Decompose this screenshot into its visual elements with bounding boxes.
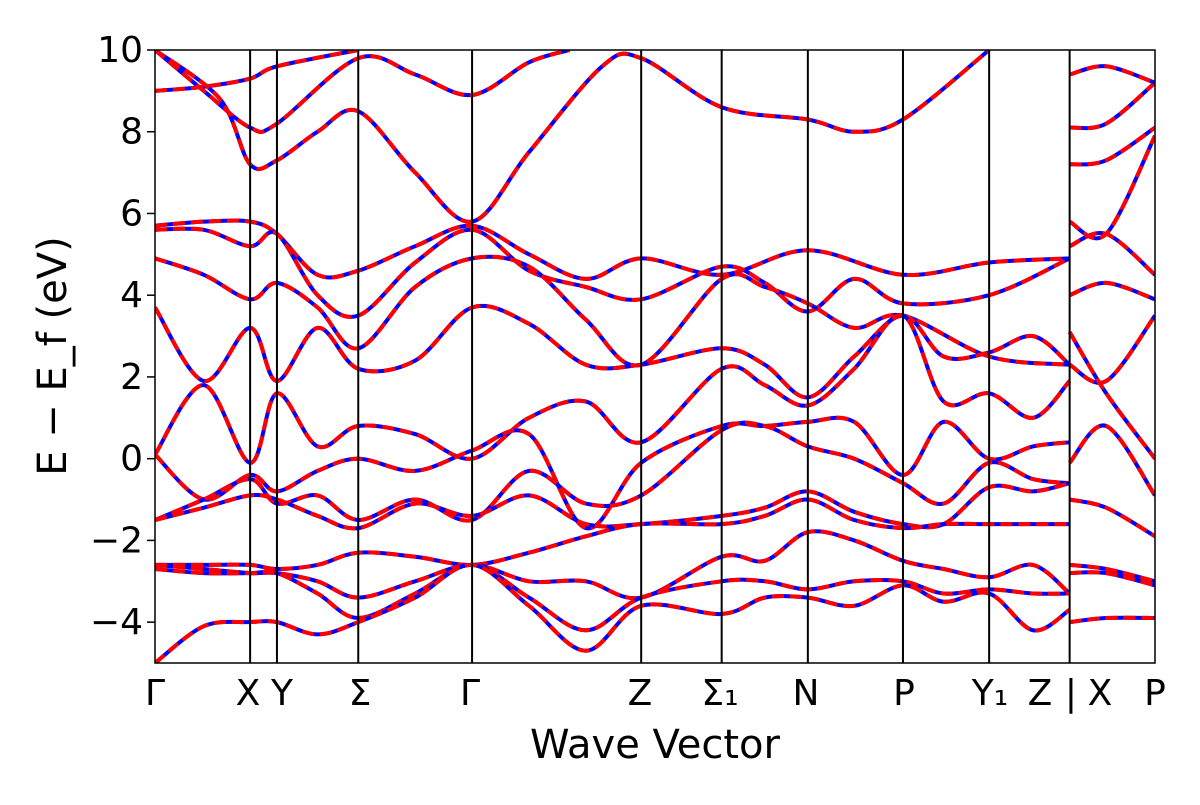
kpoint-label: Σ: [349, 673, 372, 714]
kpoint-label: |: [1065, 673, 1077, 714]
y-tick-label: 8: [120, 112, 143, 153]
kpoint-label: Z: [628, 673, 653, 714]
band-line-red-25: [1069, 125, 1155, 167]
band-line-blue-15: [1068, 423, 1155, 497]
x-axis-title: Wave Vector: [530, 722, 781, 768]
y-axis-title: E − E_f (eV): [30, 236, 76, 475]
kpoint-label: Y₁: [971, 673, 1008, 714]
band-line-red-20: [1068, 314, 1155, 385]
band-line-red-8: [155, 415, 1070, 531]
kpoint-label: X: [236, 673, 261, 714]
band-line-red-26: [1069, 81, 1155, 131]
band-line-red-17: [1069, 562, 1155, 584]
y-tick-label: 10: [97, 30, 143, 71]
kpoint-label: Γ: [145, 673, 165, 714]
band-line-blue-7: [155, 313, 1072, 465]
band-line-red-22: [1068, 280, 1155, 302]
band-line-red-16: [1069, 497, 1155, 539]
plot-frame: [154, 49, 1156, 664]
band-line-blue-20: [1068, 314, 1155, 385]
band-line-red-27: [1069, 64, 1155, 85]
band-line-blue-2: [155, 50, 991, 224]
band-line-red-3: [155, 218, 1070, 281]
kpoint-label: P: [893, 673, 915, 714]
band-line-red-19: [1069, 615, 1155, 625]
kpoint-lines-layer: [249, 50, 1071, 663]
band-line-red-7: [155, 313, 1072, 465]
y-tick-label: 2: [120, 357, 143, 398]
kpoint-label: Z: [1028, 673, 1053, 714]
y-tick-label: 0: [120, 439, 143, 480]
y-tick-label: 4: [120, 275, 143, 316]
kpoint-label: X: [1088, 673, 1113, 714]
band-line-blue-12: [155, 529, 1071, 601]
y-tick-label: 6: [120, 193, 143, 234]
band-line-blue-16: [1069, 497, 1155, 539]
band-line-red-1: [155, 50, 571, 134]
band-line-blue-8: [155, 415, 1070, 531]
y-tick-label: −4: [90, 602, 143, 643]
kpoint-label: Σ₁: [701, 673, 738, 714]
band-line-red-2: [155, 50, 991, 224]
band-line-red-15: [1068, 423, 1155, 497]
band-line-red-18: [1069, 570, 1155, 588]
kpoint-label: Γ: [460, 673, 480, 714]
band-line-red-24: [1068, 134, 1155, 241]
kpoint-label: Y: [270, 673, 294, 714]
band-line-red-14: [155, 562, 1071, 663]
band-line-red-11: [155, 497, 1070, 572]
band-line-blue-1: [155, 50, 571, 134]
bands-layer: [155, 50, 1155, 663]
band-line-red-13: [155, 562, 1070, 633]
kpoint-label: P: [1144, 673, 1166, 714]
band-line-blue-11: [155, 497, 1070, 572]
y-tick-label: −2: [90, 520, 143, 561]
band-line-red-12: [155, 529, 1071, 601]
band-line-red-21: [1067, 330, 1155, 460]
kpoint-label: N: [793, 673, 820, 714]
